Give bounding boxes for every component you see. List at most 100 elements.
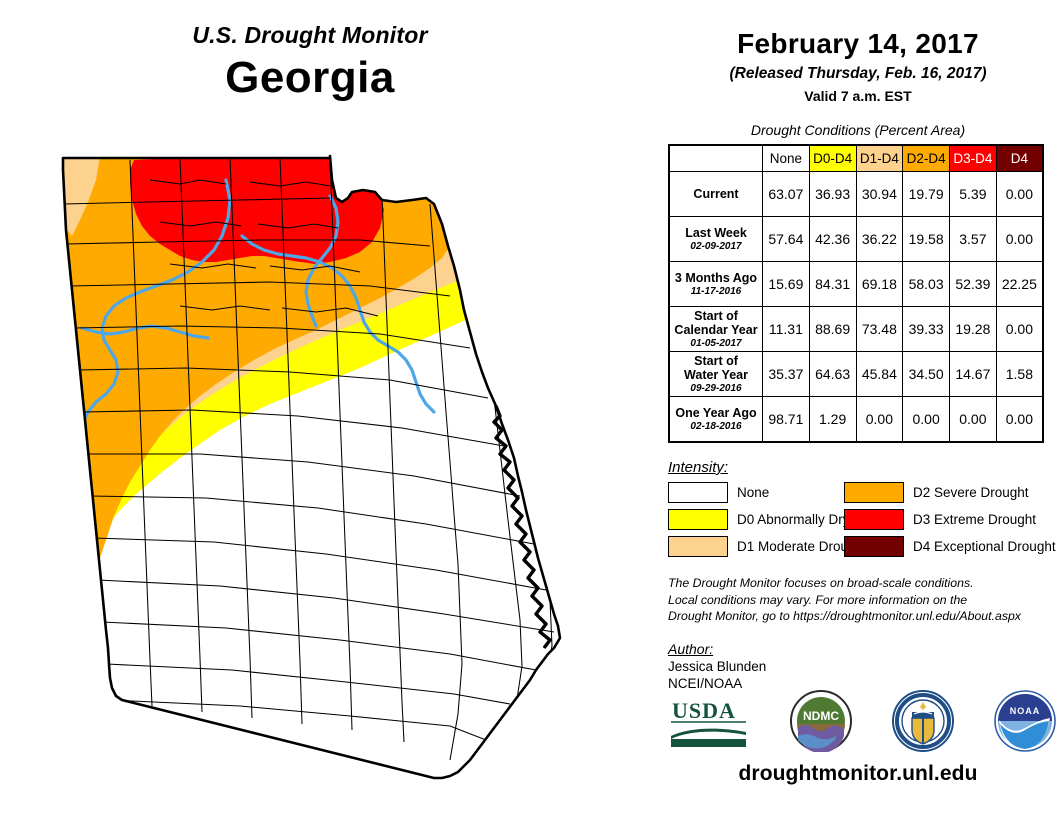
legend-grid: None D2 Severe Drought D0 Abnormally Dry D3…	[668, 482, 1056, 557]
cell-d3-d4: 3.57	[949, 216, 997, 262]
row-label: Start of Calendar Year 01-05-2017	[668, 306, 763, 352]
legend-swatch-d4	[844, 536, 904, 557]
legend-item-none[interactable]: None	[668, 482, 844, 503]
date-block: February 14, 2017 (Released Thursday, Fe…	[660, 0, 1056, 104]
cell-none: 11.31	[762, 306, 810, 352]
table-row: Current 63.07 36.93 30.94 19.79 5.39 0.00	[668, 171, 1044, 217]
drought-monitor-kicker: U.S. Drought Monitor	[192, 22, 428, 48]
cell-d0-d4: 64.63	[808, 351, 857, 397]
drought-conditions-table: None D0-D4 D1-D4 D2-D4 D3-D4 D4 Current 6…	[668, 144, 1044, 443]
legend-swatch-d2	[844, 482, 904, 503]
column-header-d0-d4[interactable]: D0-D4	[808, 144, 857, 172]
ndmc-logo[interactable]: NDMC	[790, 690, 852, 752]
cell-d0-d4: 84.31	[808, 261, 857, 307]
notes-line-2: Local conditions may vary. For more info…	[668, 592, 968, 607]
legend-swatch-d0	[668, 509, 728, 530]
disclaimer-notes: The Drought Monitor focuses on broad-sca…	[668, 575, 1056, 625]
column-header-d4[interactable]: D4	[995, 144, 1044, 172]
legend-swatch-none	[668, 482, 728, 503]
cell-d4: 22.25	[995, 261, 1044, 307]
cell-d3-d4: 5.39	[949, 171, 997, 217]
cell-d2-d4: 58.03	[902, 261, 950, 307]
map-region-d2	[63, 156, 560, 592]
row-label: Current	[668, 171, 763, 217]
author-block: Author: Jessica Blunden NCEI/NOAA	[668, 641, 1056, 691]
cell-none: 15.69	[762, 261, 810, 307]
cell-d4: 0.00	[995, 306, 1044, 352]
cell-d3-d4: 14.67	[949, 351, 997, 397]
map-svg[interactable]	[30, 140, 630, 810]
cell-d4: 0.00	[995, 216, 1044, 262]
legend-item-d1[interactable]: D1 Moderate Drought	[668, 536, 867, 557]
legend-swatch-d1	[668, 536, 728, 557]
column-header-d2-d4[interactable]: D2-D4	[902, 144, 950, 172]
cell-d0-d4: 36.93	[808, 171, 857, 217]
notes-line-1: The Drought Monitor focuses on broad-sca…	[668, 576, 974, 590]
row-label: 3 Months Ago 11-17-2016	[668, 261, 763, 307]
table-row: Start of Water Year 09-29-2016 35.37 64.63 45…	[668, 351, 1044, 397]
row-label-date: 02-09-2017	[690, 240, 742, 252]
cell-d2-d4: 0.00	[902, 396, 950, 443]
legend-item-d3[interactable]: D3 Extreme Drought	[844, 509, 1044, 530]
cell-none: 98.71	[762, 396, 810, 443]
row-label-date: 11-17-2016	[690, 285, 742, 297]
usda-seal-logo[interactable]	[892, 690, 954, 752]
legend-label-d4: D4 Exceptional Drought	[913, 539, 1056, 554]
column-header-d3-d4[interactable]: D3-D4	[949, 144, 997, 172]
table-row: One Year Ago 02-18-2016 98.71 1.29 0.00 0.00 0…	[668, 396, 1044, 443]
cell-none: 63.07	[762, 171, 810, 217]
page-title: Georgia	[225, 53, 395, 102]
intensity-legend-title: Intensity:	[668, 459, 729, 476]
cell-none: 57.64	[762, 216, 810, 262]
column-header-none[interactable]: None	[762, 144, 810, 172]
cell-d2-d4: 19.58	[902, 216, 950, 262]
noaa-logo[interactable]: NOAA	[994, 690, 1056, 752]
usda-logo[interactable]: USDA	[668, 694, 750, 748]
svg-text:NOAA: NOAA	[1010, 706, 1041, 716]
legend-item-d4[interactable]: D4 Exceptional Drought	[844, 536, 1056, 557]
table-header-row: None D0-D4 D1-D4 D2-D4 D3-D4 D4	[669, 144, 1044, 172]
row-label-date: 02-18-2016	[690, 420, 742, 432]
table-row: Start of Calendar Year 01-05-2017 11.31 88.6…	[668, 306, 1044, 352]
cell-d0-d4: 42.36	[808, 216, 857, 262]
released-date: (Released Thursday, Feb. 16, 2017)	[729, 65, 987, 82]
cell-d1-d4: 0.00	[855, 396, 904, 443]
cell-d0-d4: 1.29	[808, 396, 857, 443]
row-label: Start of Water Year 09-29-2016	[668, 351, 763, 397]
table-body: Current 63.07 36.93 30.94 19.79 5.39 0.00 Last …	[668, 171, 1044, 443]
cell-d3-d4: 19.28	[949, 306, 997, 352]
legend-item-d2[interactable]: D2 Severe Drought	[844, 482, 1044, 503]
georgia-drought-map[interactable]	[30, 140, 630, 810]
table-caption: Drought Conditions (Percent Area)	[750, 122, 966, 138]
legend-label-d3: D3 Extreme Drought	[913, 512, 1037, 527]
cell-d4: 0.00	[995, 171, 1044, 217]
author-organization: NCEI/NOAA	[668, 675, 743, 691]
legend-swatch-d3	[844, 509, 904, 530]
column-header-d1-d4[interactable]: D1-D4	[855, 144, 904, 172]
table-row: 3 Months Ago 11-17-2016 15.69 84.31 69.18 58.…	[668, 261, 1044, 307]
map-region-d1-nw-notch	[63, 156, 100, 236]
row-label: One Year Ago 02-18-2016	[668, 396, 763, 443]
cell-d0-d4: 88.69	[808, 306, 857, 352]
cell-d2-d4: 19.79	[902, 171, 950, 217]
website-url[interactable]: droughtmonitor.unl.edu	[738, 762, 978, 785]
table-row: Last Week 02-09-2017 57.64 42.36 36.22 19.58 3…	[668, 216, 1044, 262]
right-panel: February 14, 2017 (Released Thursday, Fe…	[660, 0, 1056, 816]
row-label-date: 01-05-2017	[690, 337, 742, 349]
cell-d3-d4: 0.00	[949, 396, 997, 443]
cell-d1-d4: 69.18	[855, 261, 904, 307]
cell-d4: 0.00	[995, 396, 1044, 443]
map-state-outline	[61, 154, 562, 780]
notes-line-3: Drought Monitor, go to https://droughtmo…	[668, 609, 1021, 624]
row-label: Last Week 02-09-2017	[668, 216, 763, 262]
svg-text:USDA: USDA	[672, 698, 736, 723]
legend-label-d1: D1 Moderate Drought	[737, 539, 867, 554]
intensity-legend: Intensity: None D2 Severe Drought D0 Abnor…	[668, 459, 1056, 557]
cell-d2-d4: 39.33	[902, 306, 950, 352]
legend-label-none: None	[737, 485, 770, 500]
legend-item-d0[interactable]: D0 Abnormally Dry	[668, 509, 850, 530]
map-county-lines	[63, 157, 555, 761]
agency-logo-row: USDA NDMC	[668, 690, 1056, 752]
cell-d2-d4: 34.50	[902, 351, 950, 397]
cell-d4: 1.58	[995, 351, 1044, 397]
